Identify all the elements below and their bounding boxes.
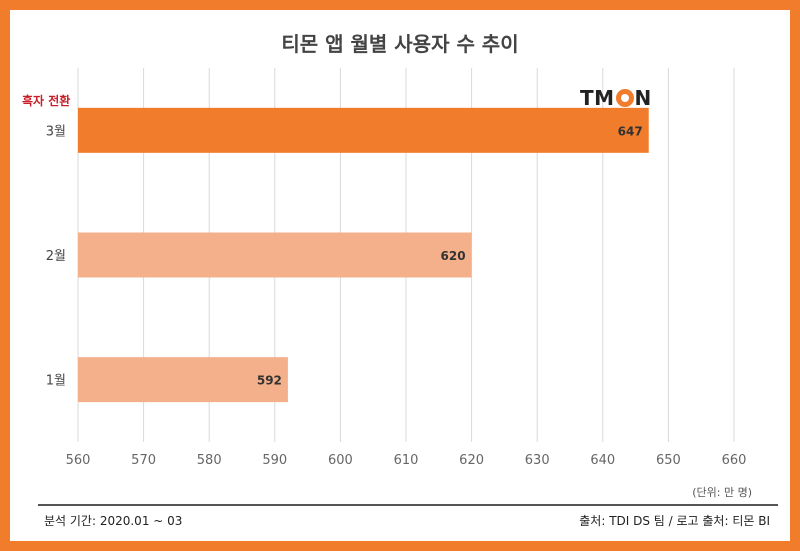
analysis-period: 분석 기간: 2020.01 ~ 03 (44, 514, 183, 528)
chart-frame: 티몬 앱 월별 사용자 수 추이 560 570 580 590 600 610 620 63… (10, 10, 790, 541)
category-label: 3월 (46, 124, 66, 139)
category-label: 1월 (46, 374, 66, 389)
x-tick-label: 560 (66, 453, 91, 468)
x-tick-label: 630 (525, 453, 550, 468)
data-label: 647 (618, 124, 643, 138)
x-tick-label: 570 (131, 453, 156, 468)
x-tick-label: 610 (394, 453, 419, 468)
logo-text-right: N (634, 86, 652, 110)
category-label: 2월 (46, 249, 66, 264)
annotation-label: 흑자 전환 (22, 94, 71, 108)
footer-divider (38, 504, 778, 506)
tmon-logo: TM N (580, 86, 652, 110)
bar (78, 232, 472, 278)
data-label: 620 (441, 249, 466, 263)
chart-title: 티몬 앱 월별 사용자 수 추이 (281, 32, 519, 56)
bar (78, 107, 649, 153)
x-tick-label: 600 (328, 453, 353, 468)
bar-chart: 560 570 580 590 600 610 620 630 640 650 660 647 3월 62… (46, 68, 747, 468)
bar (78, 357, 288, 403)
unit-note: (단위: 만 명) (692, 486, 752, 499)
source-note: 출처: TDI DS 팀 / 로고 출처: 티몬 BI (579, 514, 770, 528)
x-tick-label: 590 (262, 453, 287, 468)
x-tick-label: 620 (459, 453, 484, 468)
data-label: 592 (257, 374, 282, 388)
o-ring-logo-icon (615, 89, 634, 107)
logo-text-left: TM (580, 86, 615, 110)
x-tick-label: 650 (656, 453, 681, 468)
x-tick-label: 580 (197, 453, 222, 468)
x-tick-label: 660 (722, 453, 747, 468)
x-tick-label: 640 (590, 453, 615, 468)
